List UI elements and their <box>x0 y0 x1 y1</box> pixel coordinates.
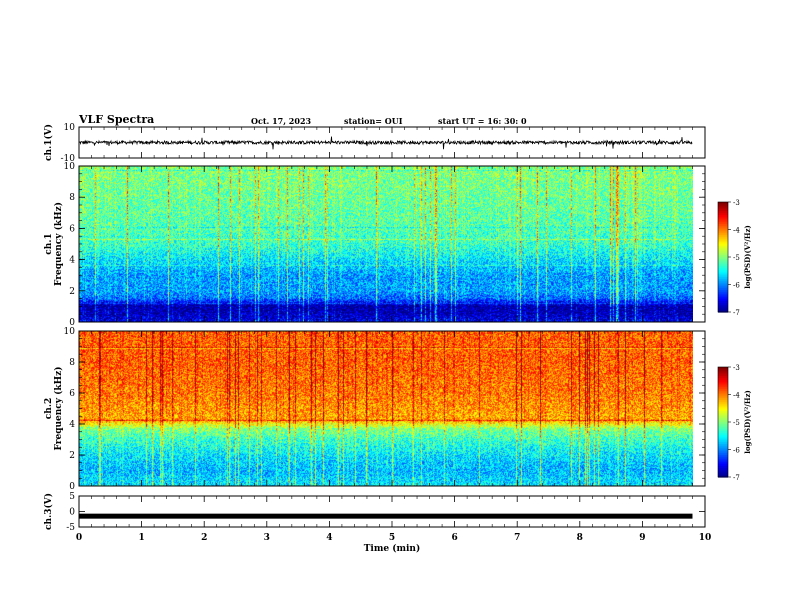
y-tick-label: 0 <box>69 318 75 328</box>
colorbar-tick-label: -5 <box>733 254 740 262</box>
colorbar-tick-label: -5 <box>733 419 740 427</box>
y-tick-label: 0 <box>69 482 75 492</box>
y-tick-label: 10 <box>64 327 76 337</box>
y-tick-label: 10 <box>64 162 76 172</box>
y-tick-label: 4 <box>69 420 75 430</box>
y-axis-label-channel: ch.2 <box>44 398 54 419</box>
colorbar-tick-label: -4 <box>733 392 740 400</box>
y-tick-label: 6 <box>69 389 75 399</box>
station-label: station= OUI <box>344 116 403 126</box>
x-tick-label: 10 <box>699 533 712 543</box>
colorbar-tick-label: -6 <box>733 447 740 455</box>
y-tick-label: 8 <box>69 193 75 203</box>
spectrogram-image <box>79 331 693 486</box>
x-tick-label: 1 <box>138 533 144 543</box>
ch3-waveform-panel: 5 0 -5 ch.3(V) <box>43 492 706 533</box>
colorbar-tick-label: -4 <box>733 227 740 235</box>
y-tick-label: 10 <box>64 123 76 133</box>
ch1-spectrogram-panel: 0 2 4 6 8 10 ch.1 Frequency (kHz) -3 -4 -5 -6 -7 log(… <box>44 162 752 328</box>
y-axis-label-frequency: Frequency (kHz) <box>53 202 64 286</box>
y-axis-label-frequency: Frequency (kHz) <box>53 366 64 450</box>
y-tick-label: -10 <box>61 154 76 164</box>
colorbar-tick-label: -3 <box>733 199 740 207</box>
x-axis: 0 1 2 3 4 5 6 7 8 9 10 Time (min) <box>76 533 711 554</box>
y-tick-label: -5 <box>66 523 75 533</box>
x-tick-label: 8 <box>577 533 583 543</box>
ch2-spectrogram-panel: 0 2 4 6 8 10 ch.2 Frequency (kHz) -3 -4 -5 -6 -7 log(… <box>44 327 752 492</box>
x-tick-label: 3 <box>264 533 270 543</box>
x-tick-label: 4 <box>326 533 332 543</box>
y-tick-label: 6 <box>69 224 75 234</box>
colorbar-tick-label: -3 <box>733 364 740 372</box>
y-tick-label: 8 <box>69 358 75 368</box>
colorbar-label: log(PSD)(V²/Hz) <box>743 225 752 289</box>
y-tick-label: 0 <box>69 508 75 518</box>
x-tick-label: 9 <box>639 533 645 543</box>
x-axis-label: Time (min) <box>364 543 421 554</box>
x-tick-label: 5 <box>389 533 395 543</box>
colorbar: -3 -4 -5 -6 -7 log(PSD)(V²/Hz) <box>717 364 752 482</box>
x-tick-label: 6 <box>451 533 457 543</box>
x-tick-label: 7 <box>514 533 520 543</box>
y-axis-label: ch.1(V) <box>43 124 54 161</box>
start-time-label: start UT = 16: 30: 0 <box>438 116 527 126</box>
x-tick-label: 2 <box>201 533 207 543</box>
colorbar-label: log(PSD)(V²/Hz) <box>743 390 752 454</box>
colorbar-tick-label: -7 <box>733 309 740 317</box>
colorbar-tick-label: -7 <box>733 474 740 482</box>
ch1-waveform-line <box>78 136 693 150</box>
x-tick-label: 0 <box>76 533 82 543</box>
figure-title: VLF Spectra <box>79 113 155 126</box>
ch3-waveform-line <box>79 513 693 519</box>
spectrogram-image <box>79 166 693 322</box>
ch1-waveform-panel: 10 -10 ch.1(V) <box>43 123 706 164</box>
y-axis-label: ch.3(V) <box>43 493 54 530</box>
y-axis-label-channel: ch.1 <box>44 233 54 254</box>
colorbar-tick-label: -6 <box>733 282 740 290</box>
y-tick-label: 2 <box>69 287 75 297</box>
y-tick-label: 5 <box>69 492 75 502</box>
y-tick-label: 4 <box>69 256 75 266</box>
colorbar: -3 -4 -5 -6 -7 log(PSD)(V²/Hz) <box>717 199 752 317</box>
date-label: Oct. 17, 2023 <box>251 116 312 126</box>
y-tick-label: 2 <box>69 451 75 461</box>
